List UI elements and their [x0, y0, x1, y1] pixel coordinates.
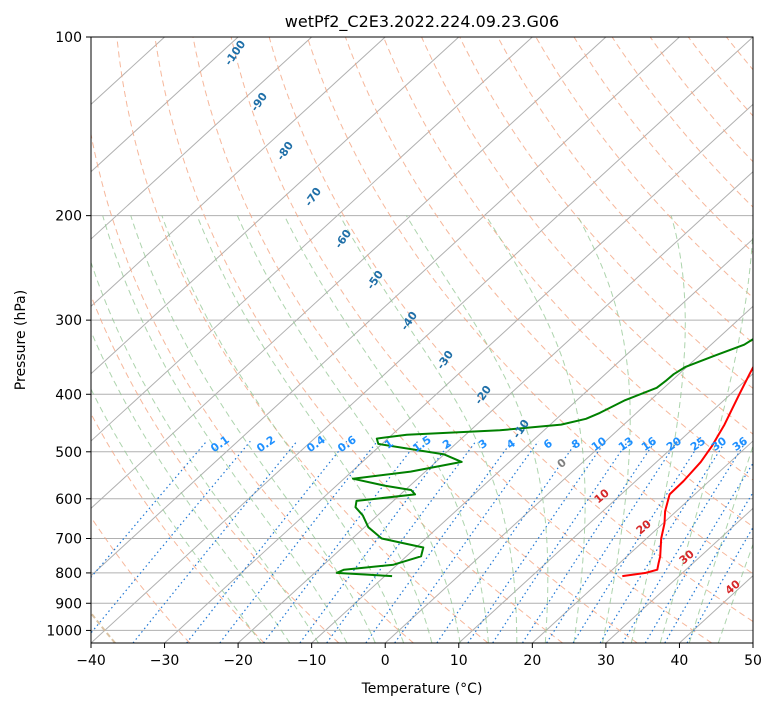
- x-tick-label: −20: [223, 653, 253, 669]
- y-tick-label: 700: [55, 532, 82, 548]
- x-tick-label: 30: [597, 653, 615, 669]
- y-tick-label: 1000: [46, 623, 82, 639]
- y-tick-label: 900: [55, 596, 82, 612]
- y-tick-label: 400: [55, 387, 82, 403]
- x-tick-label: 40: [671, 653, 689, 669]
- x-axis-label: Temperature (°C): [361, 681, 483, 697]
- y-tick-label: 500: [55, 445, 82, 461]
- y-tick-label: 800: [55, 566, 82, 582]
- x-tick-label: −10: [297, 653, 327, 669]
- y-tick-label: 300: [55, 313, 82, 329]
- x-tick-label: 0: [381, 653, 390, 669]
- chart-title: wetPf2_C2E3.2022.224.09.23.G06: [285, 12, 559, 32]
- x-tick-label: 20: [523, 653, 541, 669]
- x-tick-label: 50: [744, 653, 762, 669]
- x-tick-label: −30: [150, 653, 180, 669]
- y-tick-label: 600: [55, 492, 82, 508]
- x-tick-label: −40: [76, 653, 106, 669]
- y-tick-label: 200: [55, 209, 82, 225]
- x-tick-label: 10: [450, 653, 468, 669]
- y-axis-label: Pressure (hPa): [13, 290, 29, 390]
- y-tick-label: 100: [55, 30, 82, 46]
